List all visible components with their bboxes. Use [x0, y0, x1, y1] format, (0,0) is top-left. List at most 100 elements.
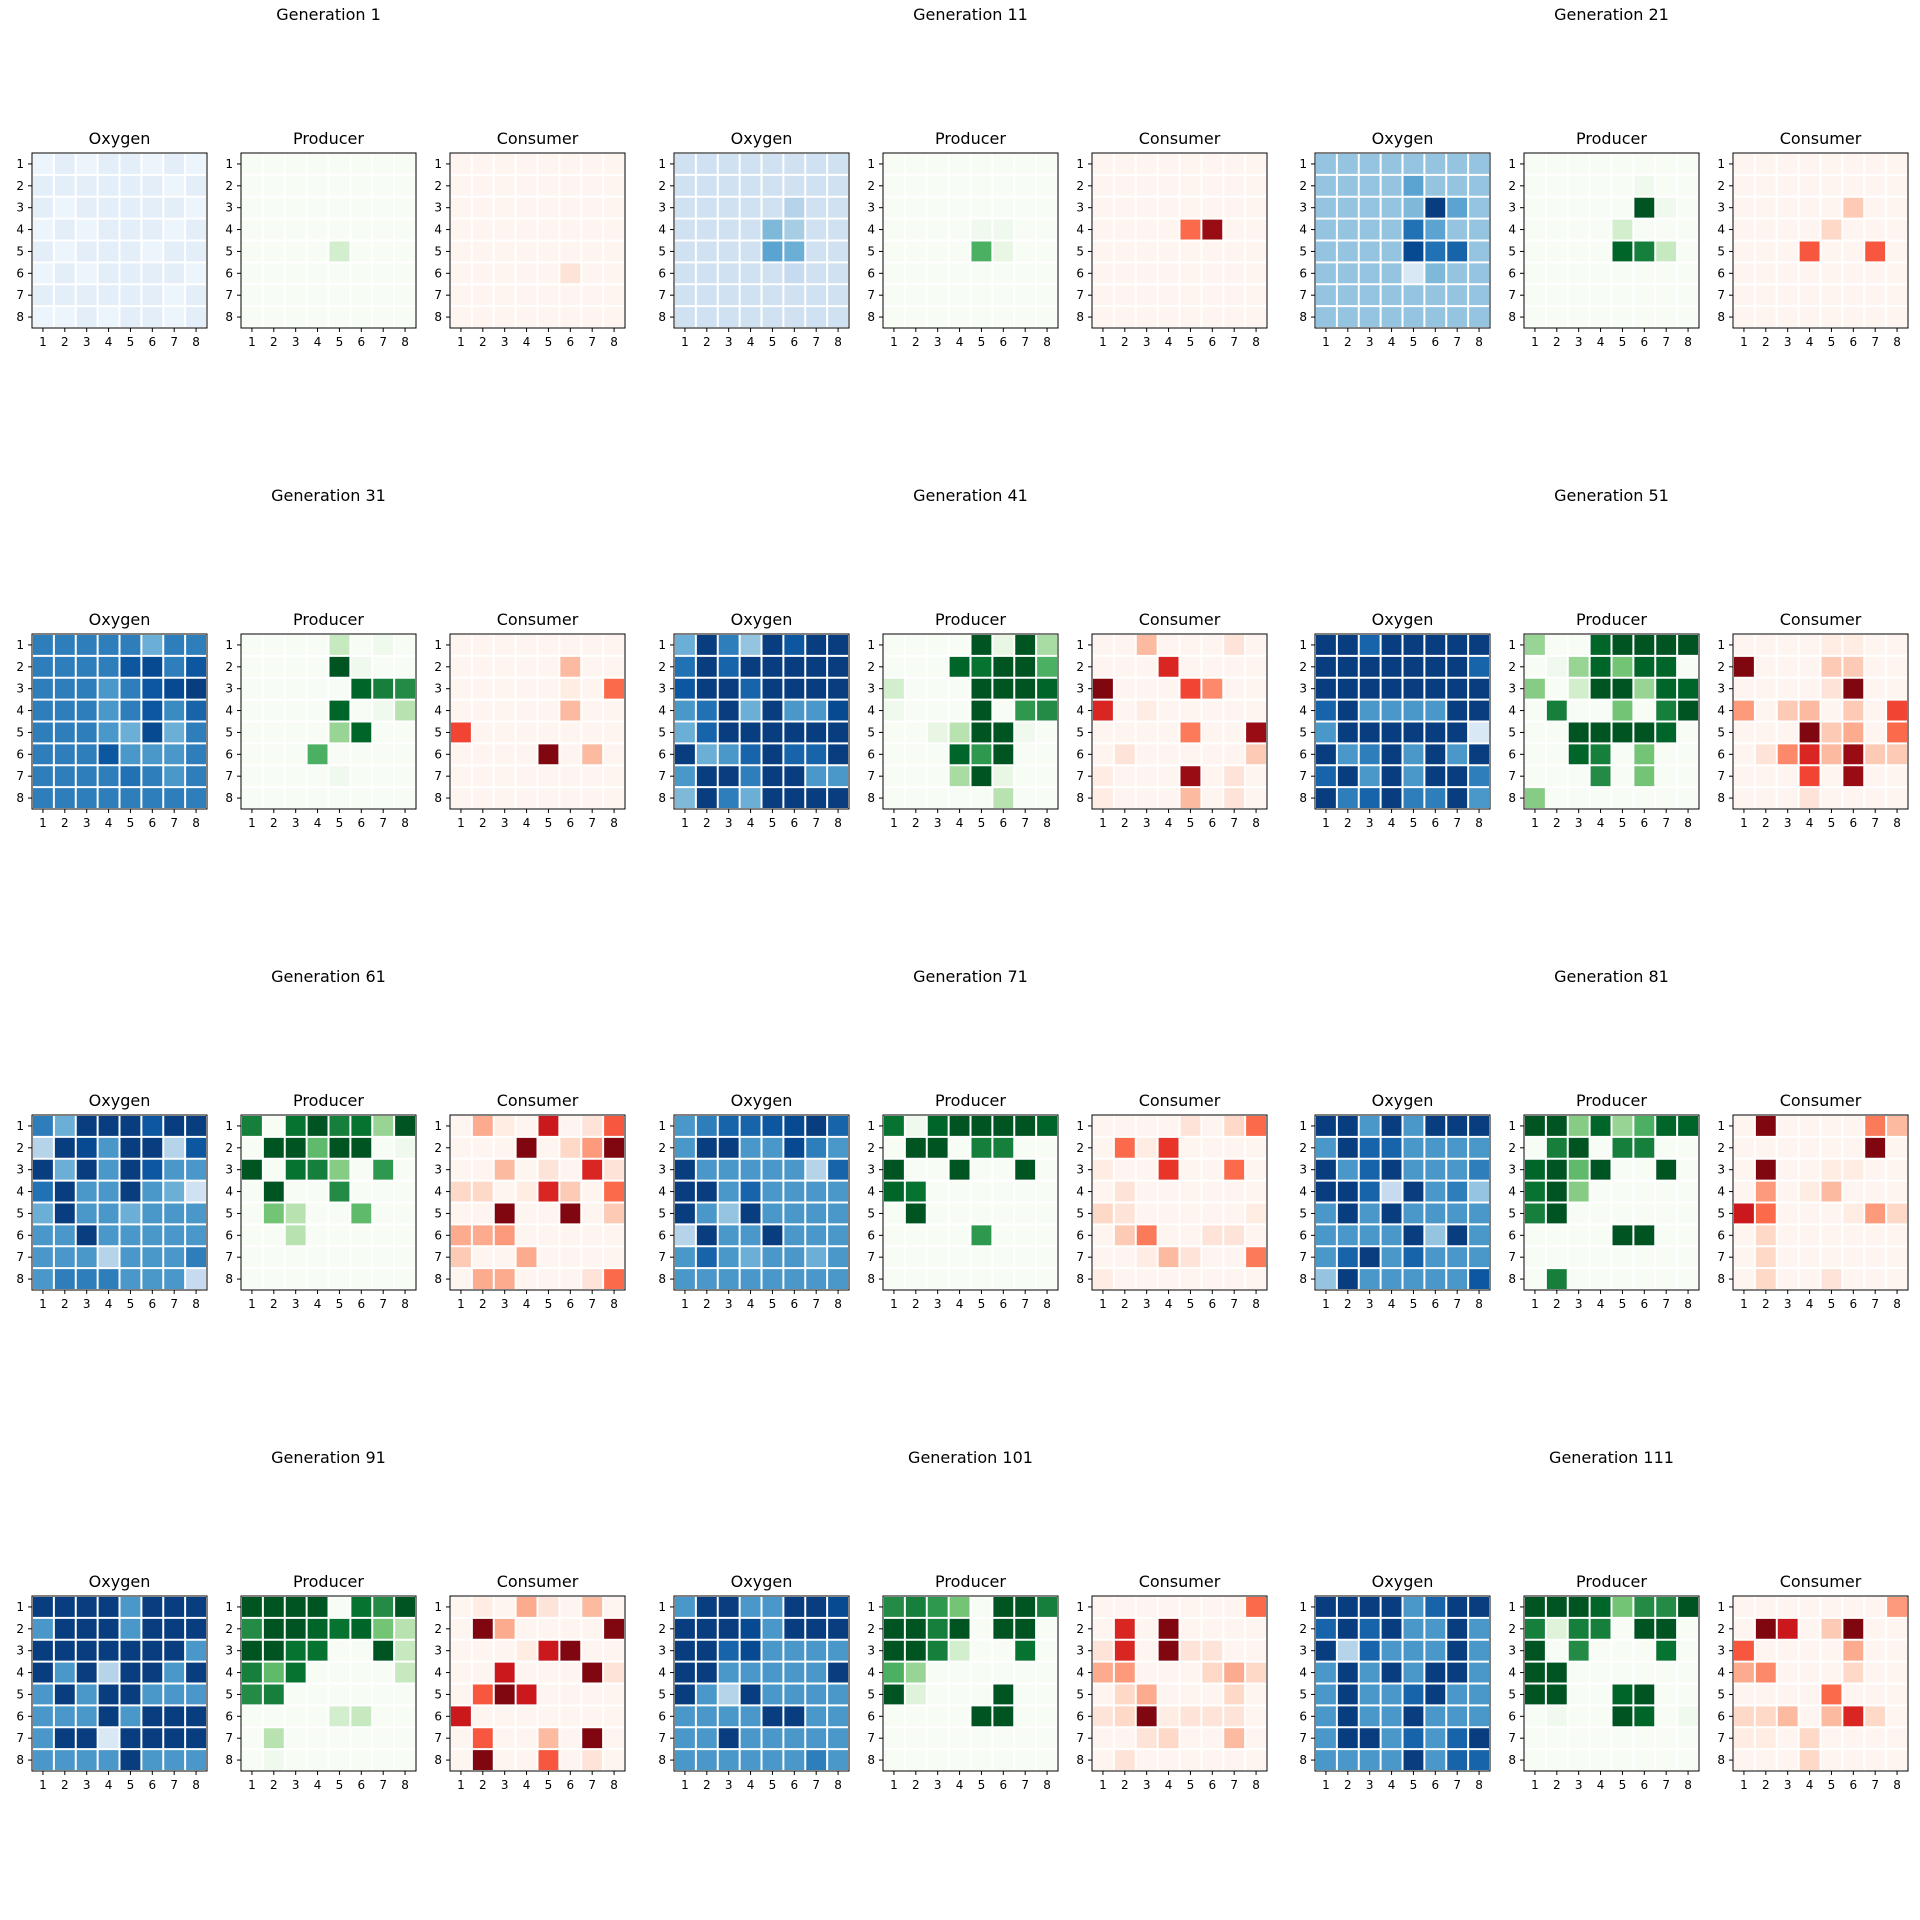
heatmap-cell — [307, 1225, 328, 1246]
heatmap-cell — [718, 1159, 739, 1180]
heatmap-cell — [1136, 1618, 1157, 1639]
y-tick-label: 6 — [658, 266, 666, 280]
heatmap-cell — [1469, 1116, 1489, 1136]
heatmap-cell — [604, 285, 624, 306]
heatmap-cell — [351, 307, 372, 327]
heatmap-cell — [1525, 1116, 1545, 1136]
heatmap-cell — [1777, 766, 1798, 787]
x-tick-label: 5 — [1619, 1297, 1627, 1311]
heatmap-cell — [1037, 722, 1057, 743]
heatmap-cell — [33, 1137, 53, 1158]
heatmap-cell — [675, 1247, 695, 1268]
heatmap-cell — [740, 1597, 761, 1617]
heatmap-cell — [33, 766, 53, 787]
heatmap-cell — [1843, 307, 1864, 327]
heatmap-cell — [696, 635, 717, 655]
heatmap-cell — [1777, 744, 1798, 765]
x-tick-label: 5 — [336, 816, 344, 830]
heatmap-cell — [1887, 766, 1907, 787]
heatmap-cell — [373, 1618, 394, 1639]
heatmap-cell — [1887, 263, 1907, 284]
heatmap-cell — [675, 219, 695, 240]
heatmap-cell — [1546, 744, 1567, 765]
heatmap-cell — [927, 241, 948, 262]
y-tick-label: 5 — [434, 725, 442, 739]
heatmap-cell — [762, 1618, 783, 1639]
heatmap-cell — [718, 1750, 739, 1770]
heatmap-cell — [54, 1706, 75, 1727]
heatmap-cell — [351, 1640, 372, 1661]
x-tick-label: 4 — [314, 1297, 322, 1311]
heatmap-cell — [1114, 1269, 1135, 1289]
heatmap-cell — [263, 1181, 284, 1202]
x-tick-label: 3 — [83, 816, 91, 830]
heatmap-cell — [1403, 241, 1424, 262]
heatmap-cell — [604, 744, 624, 765]
heatmap-cell — [451, 1159, 471, 1180]
heatmap-cell — [538, 1684, 559, 1705]
heatmap-cell — [971, 635, 992, 655]
heatmap-cell — [1887, 635, 1907, 655]
x-tick-label: 4 — [105, 1778, 113, 1792]
heatmap-cell — [242, 1684, 262, 1705]
heatmap-cell — [1425, 1159, 1446, 1180]
heatmap-cell — [582, 1137, 603, 1158]
heatmap-cell — [604, 263, 624, 284]
heatmap-cell — [1093, 744, 1113, 765]
axes-frame — [882, 152, 1059, 329]
consumer-panel-title: Consumer — [497, 1572, 579, 1591]
heatmap-cell — [560, 1684, 581, 1705]
heatmap-cell — [329, 285, 350, 306]
x-tick-label: 6 — [999, 1778, 1007, 1792]
x-tick-label: 8 — [1893, 1778, 1901, 1792]
x-tick-label: 6 — [357, 335, 365, 349]
y-tick-label: 8 — [16, 310, 24, 324]
heatmap-cell — [604, 1750, 624, 1770]
heatmap-cell — [1246, 219, 1266, 240]
heatmap-cell — [949, 635, 970, 655]
heatmap-cell — [494, 678, 515, 699]
heatmap-cell — [516, 197, 537, 218]
generation-title: Generation 21 — [1554, 5, 1669, 24]
heatmap-cell — [329, 1247, 350, 1268]
heatmap-cell — [1093, 635, 1113, 655]
x-tick-label: 7 — [1230, 335, 1238, 349]
heatmap-cell — [740, 1269, 761, 1289]
heatmap-cell — [1180, 1116, 1201, 1136]
heatmap-cell — [1634, 1269, 1655, 1289]
x-tick-label: 1 — [1740, 1778, 1748, 1792]
heatmap-cell — [560, 722, 581, 743]
heatmap-cell — [1337, 285, 1358, 306]
heatmap-cell — [1114, 219, 1135, 240]
heatmap-cell — [1656, 154, 1677, 174]
heatmap-cell — [828, 766, 848, 787]
heatmap-cell — [1180, 656, 1201, 677]
heatmap-cell — [1180, 1684, 1201, 1705]
y-tick-label: 2 — [1076, 660, 1084, 674]
heatmap-cell — [1634, 1728, 1655, 1749]
heatmap-cell — [1734, 307, 1754, 327]
heatmap-cell — [582, 1640, 603, 1661]
heatmap-cell — [373, 1640, 394, 1661]
heatmap-cell — [927, 1597, 948, 1617]
heatmap-cell — [33, 1181, 53, 1202]
y-tick-label: 3 — [1299, 682, 1307, 696]
heatmap-cell — [263, 635, 284, 655]
heatmap-cell — [98, 285, 119, 306]
producer-panel-title: Producer — [935, 1091, 1006, 1110]
heatmap-cell — [1381, 197, 1402, 218]
heatmap-cell — [33, 1116, 53, 1136]
heatmap-cell — [1158, 175, 1179, 196]
heatmap-cell — [1136, 1269, 1157, 1289]
y-tick-label: 1 — [225, 1119, 233, 1133]
heatmap-cell — [1037, 1728, 1057, 1749]
y-tick-label: 7 — [225, 288, 233, 302]
y-tick-label: 4 — [658, 1666, 666, 1680]
heatmap-cell — [1568, 700, 1589, 721]
heatmap-cell — [1799, 1662, 1820, 1683]
heatmap-cell — [1843, 1640, 1864, 1661]
heatmap-cell — [494, 656, 515, 677]
heatmap-cell — [1634, 1116, 1655, 1136]
heatmap-cell — [142, 1203, 163, 1224]
heatmap-cell — [120, 154, 141, 174]
